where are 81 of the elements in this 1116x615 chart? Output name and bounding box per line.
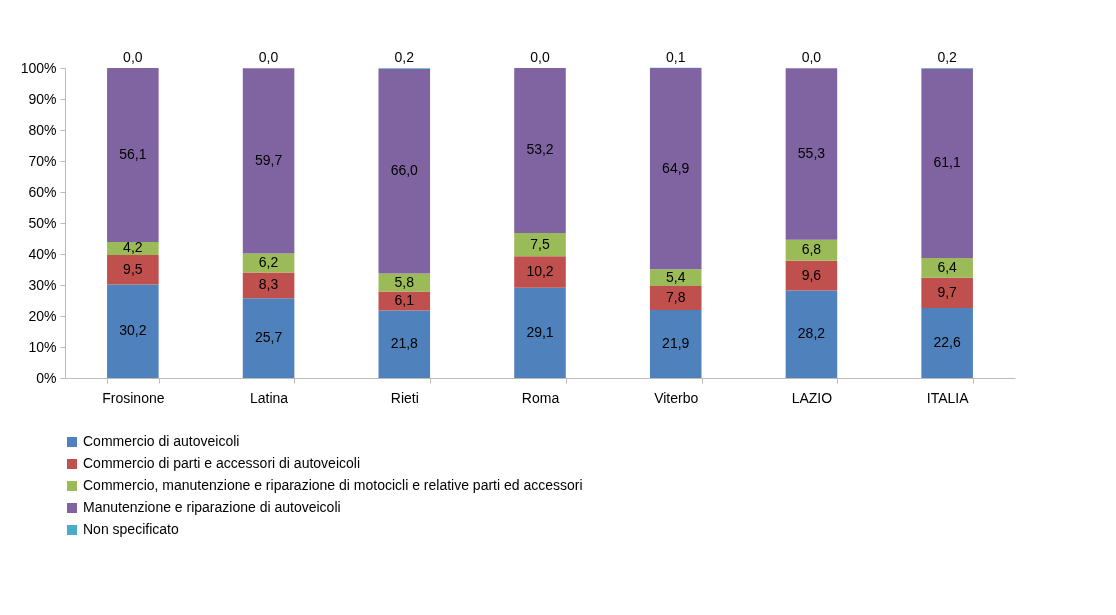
data-label: 55,3 [797,145,826,162]
x-tick-label: Latina [249,389,289,406]
legend-label: Commercio, manutenzione e riparazione di motocicli e relative parti ed accessori [83,477,583,493]
bar [378,68,431,274]
x-tick-label: LAZIO [791,389,833,406]
data-label: 21,8 [390,335,419,352]
data-label: 56,1 [119,145,147,162]
y-tick-label: 60% [28,183,57,200]
bar [649,269,702,286]
bar [514,256,566,288]
data-label: 0,2 [937,49,958,65]
bar [242,253,295,273]
bar [785,260,838,291]
bar [785,68,838,240]
y-tick-label: 20% [28,307,57,324]
x-tick-label: Rieti [390,389,419,406]
data-label: 0,0 [801,49,822,66]
data-label: 6,8 [801,241,822,258]
y-tick-label: 50% [28,214,57,231]
data-label: 0,0 [123,49,143,65]
y-tick-label: 100% [20,59,57,76]
bar [921,68,973,259]
data-label: 6,2 [258,253,279,270]
bar [785,290,838,378]
data-label: 0,0 [530,49,550,65]
bar [242,68,295,254]
legend-label: Non specificato [83,521,179,537]
y-tick-label: 0% [36,369,57,386]
legend-label: Commercio di autoveicoli [83,433,240,449]
data-label: 4,2 [123,239,143,256]
x-tick-label: ITALIA [926,389,970,406]
data-label: 66,0 [390,162,419,179]
y-tick-label: 10% [28,338,57,355]
data-label: 22,6 [933,333,961,350]
data-label: 29,1 [526,323,554,340]
data-label: 30,2 [119,322,147,339]
data-label: 9,7 [937,283,958,300]
data-label: 6,4 [937,258,958,275]
data-label: 53,2 [526,141,554,158]
y-tick-label: 70% [28,152,57,169]
bar [514,232,566,257]
data-label: 7,8 [665,289,686,306]
bar [514,287,566,378]
data-label: 9,5 [123,260,143,277]
x-tick-label: Viterbo [654,389,699,406]
data-label: 0,1 [665,48,686,65]
bar [649,310,702,378]
data-label: 9,6 [801,266,822,283]
data-label: 10,2 [526,262,554,279]
data-label: 61,1 [933,154,961,171]
x-tick-label: Frosinone [102,389,165,406]
data-label: 8,3 [258,276,279,293]
data-label: 59,7 [254,151,283,168]
bar [107,254,159,285]
y-tick-label: 90% [28,90,57,107]
y-tick-label: 80% [28,121,57,138]
data-label: 21,9 [662,335,690,352]
bar [107,284,159,378]
data-label: 6,1 [394,291,415,308]
data-label: 5,4 [665,268,686,285]
legend-label: Commercio di parti e accessori di autoveicoli [83,455,360,471]
bar [378,310,431,378]
data-label: 5,8 [394,273,415,290]
bar [242,298,295,378]
data-label: 0,2 [394,49,415,66]
y-tick-label: 30% [28,276,57,293]
data-label: 64,9 [662,159,690,176]
legend-label: Manutenzione e riparazione di autoveicoli [83,499,341,515]
bar [921,307,973,378]
x-tick-label: Roma [521,389,560,406]
bar [514,68,566,233]
bar [649,68,702,270]
data-label: 0,0 [258,49,279,66]
data-label: 7,5 [530,235,550,252]
data-label: 25,7 [254,329,283,346]
bar [921,258,973,278]
data-label: 28,2 [797,325,826,342]
bar [649,285,702,311]
bar [921,277,973,308]
bar [107,68,159,242]
y-tick-label: 40% [28,245,57,262]
